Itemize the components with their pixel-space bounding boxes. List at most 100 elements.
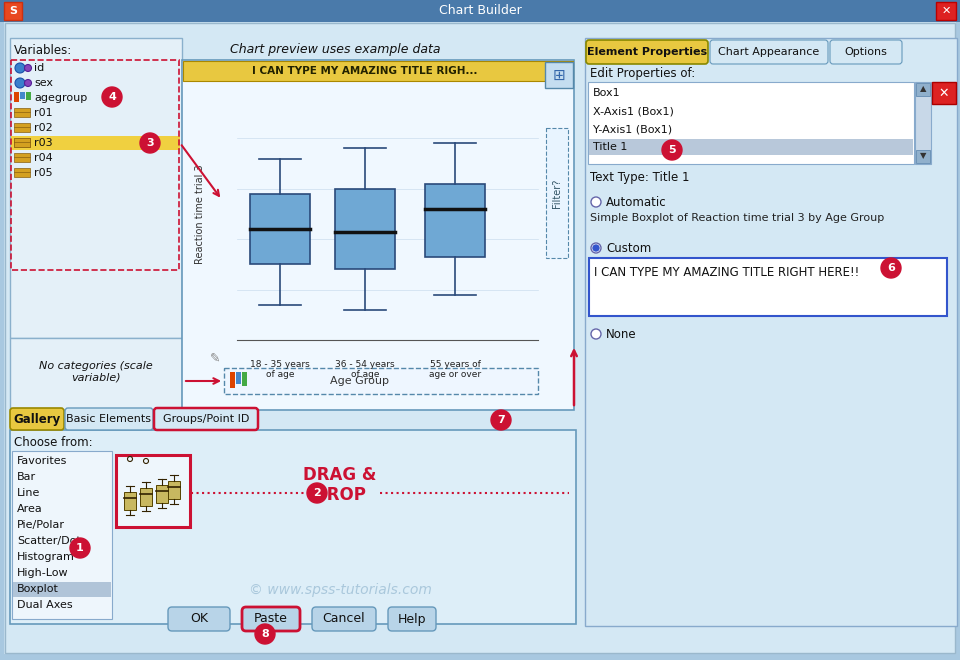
Text: 8: 8 [261,629,269,639]
Text: Age Group: Age Group [330,376,390,386]
Text: sex: sex [34,78,53,88]
Text: Dual Axes: Dual Axes [17,600,73,610]
Text: Element Properties: Element Properties [587,47,708,57]
Bar [10,338,182,410]
Text: X-Axis1 (Box1): X-Axis1 (Box1) [593,106,674,116]
Bar [14,138,30,147]
Text: Scatter/Dot: Scatter/Dot [17,536,81,546]
Circle shape [591,243,601,253]
Bar [589,139,913,155]
Bar [14,108,30,117]
Text: r02: r02 [34,123,53,133]
Text: Gallery: Gallery [13,412,60,426]
Text: DRAG &
DROP: DRAG & DROP [303,465,376,504]
Bar [116,455,190,527]
Circle shape [25,65,32,71]
Bar [0,0,960,22]
Circle shape [15,63,25,73]
Text: S: S [9,6,17,16]
FancyBboxPatch shape [242,607,300,631]
Bar [14,153,30,162]
Text: Edit Properties of:: Edit Properties of: [590,67,695,79]
Text: Choose from:: Choose from: [14,436,92,449]
Text: Chart preview uses example data: Chart preview uses example data [229,44,441,57]
Text: Help: Help [397,612,426,626]
Bar [589,258,947,316]
Bar [156,485,168,503]
Text: 1: 1 [76,543,84,553]
Text: Filter?: Filter? [552,178,562,208]
FancyBboxPatch shape [10,408,64,430]
Text: I CAN TYPE MY AMAZING TITLE RIGH...: I CAN TYPE MY AMAZING TITLE RIGH... [252,66,478,76]
Text: 7: 7 [497,415,505,425]
Bar [168,481,180,499]
Text: Simple Boxplot of Reaction time trial 3 by Age Group: Simple Boxplot of Reaction time trial 3 … [590,213,884,223]
Circle shape [591,329,601,339]
Bar [916,150,930,163]
Bar [250,194,310,265]
Text: © www.spss-tutorials.com: © www.spss-tutorials.com [249,583,431,597]
Text: ▲: ▲ [920,84,926,94]
Bar [932,82,956,104]
Bar [425,183,485,257]
Circle shape [102,87,122,107]
Bar [182,60,574,410]
Bar [124,492,136,510]
FancyBboxPatch shape [65,408,153,430]
Bar [936,2,956,20]
Text: r04: r04 [34,153,53,163]
Bar [14,138,30,147]
Bar [26,92,31,100]
Text: agegroup: agegroup [34,93,87,103]
Bar [915,82,931,164]
FancyBboxPatch shape [830,40,902,64]
Text: Favorites: Favorites [17,456,67,466]
Text: No categories (scale
variable): No categories (scale variable) [39,361,153,383]
FancyBboxPatch shape [154,408,258,430]
Circle shape [591,197,601,207]
Circle shape [593,245,599,251]
Circle shape [491,410,511,430]
Bar [10,430,576,624]
Bar [183,61,573,81]
Bar [230,372,235,388]
Text: 55 years of
age or over: 55 years of age or over [429,360,481,380]
Bar [224,368,538,394]
Text: Reaction time trial 3: Reaction time trial 3 [195,164,205,264]
Circle shape [307,483,327,503]
Bar [14,168,30,177]
Text: High-Low: High-Low [17,568,68,578]
Text: ⊞: ⊞ [553,67,565,82]
Text: ✎: ✎ [209,352,220,364]
FancyBboxPatch shape [168,607,230,631]
Text: Box1: Box1 [593,88,620,98]
FancyBboxPatch shape [710,40,828,64]
Text: Paste: Paste [254,612,288,626]
FancyBboxPatch shape [312,607,376,631]
Bar [545,62,573,88]
Text: None: None [606,327,636,341]
Bar [585,38,957,626]
Bar [236,372,241,384]
Bar [20,92,25,99]
Circle shape [25,79,32,86]
Text: 6: 6 [887,263,895,273]
Text: OK: OK [190,612,208,626]
Text: Boxplot: Boxplot [17,584,59,594]
Bar [916,83,930,96]
Bar [335,189,395,269]
Bar [12,451,112,619]
Bar [14,92,19,102]
Circle shape [662,140,682,160]
Text: I CAN TYPE MY AMAZING TITLE RIGHT HERE!!: I CAN TYPE MY AMAZING TITLE RIGHT HERE!! [594,267,859,279]
Bar [588,82,914,164]
Text: 4: 4 [108,92,116,102]
Circle shape [70,538,90,558]
Text: Options: Options [845,47,887,57]
Text: Text Type: Title 1: Text Type: Title 1 [590,172,689,185]
Bar [242,372,247,386]
Bar [4,2,22,20]
Bar [13,582,111,597]
Text: r05: r05 [34,168,53,178]
Text: Title 1: Title 1 [593,142,628,152]
